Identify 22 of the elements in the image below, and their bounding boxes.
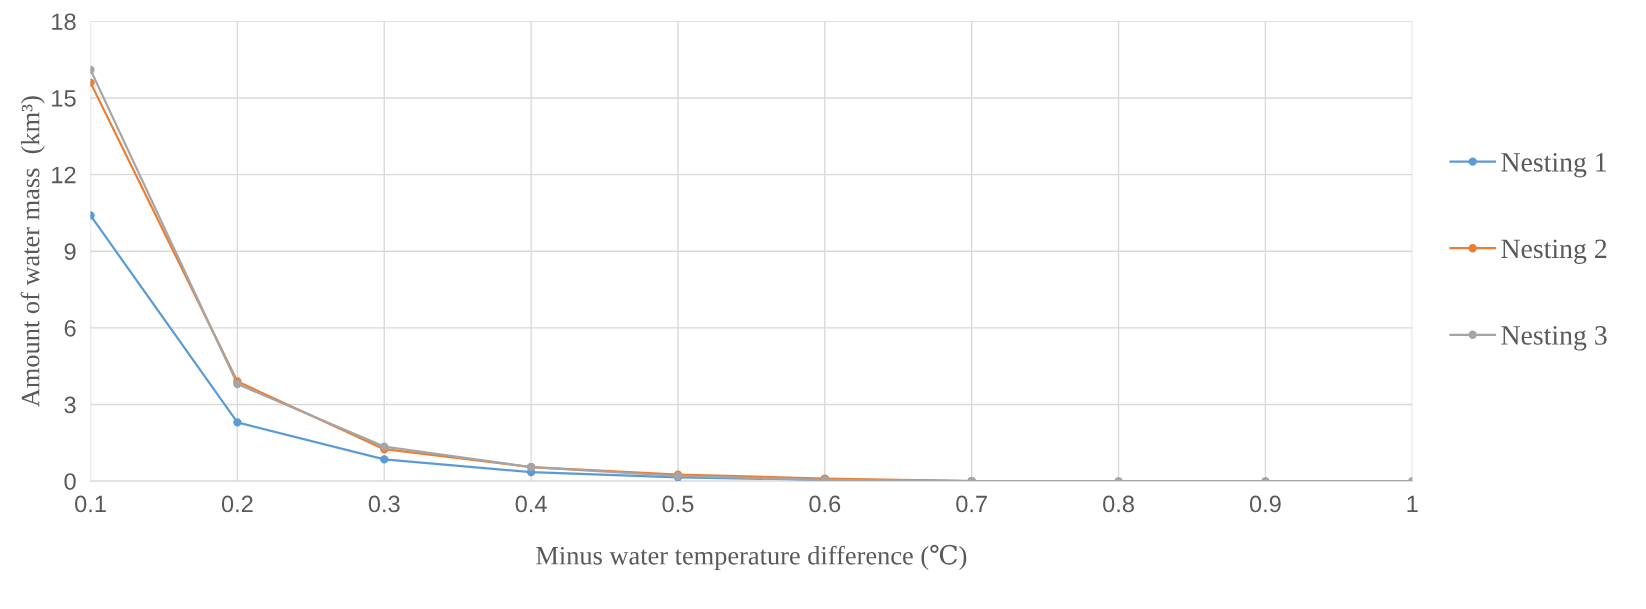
legend-label: Nesting 1: [1501, 152, 1607, 178]
x-tick-label: 0.2: [221, 495, 253, 513]
y-tick-label: 18: [52, 13, 76, 31]
x-tick-label: 0.5: [662, 495, 694, 513]
x-tick-label: 0.4: [515, 495, 547, 513]
y-axis-title: Amount of water mass (km³): [20, 96, 45, 407]
y-tick-label: 3: [64, 396, 76, 414]
y-tick-label: 12: [52, 166, 76, 184]
x-tick-label: 0.8: [1103, 495, 1134, 513]
x-tick-label: 0.7: [956, 495, 987, 513]
legend-label: Nesting 3: [1501, 326, 1607, 351]
x-axis-title: Minus water temperature difference (℃): [536, 544, 967, 570]
y-tick-label: 9: [64, 243, 76, 260]
y-tick-label: 0: [64, 473, 76, 490]
y-tick-label: 15: [52, 90, 76, 107]
x-tick-label: 0.9: [1249, 495, 1281, 513]
y-tick-label: 6: [64, 319, 76, 337]
x-tick-label: 0.6: [809, 495, 841, 513]
x-tick-label: 1: [1407, 495, 1418, 513]
x-tick-label: 0.3: [368, 495, 400, 513]
legend-label: Nesting 2: [1501, 239, 1607, 264]
x-tick-label: 0.1: [75, 495, 106, 513]
